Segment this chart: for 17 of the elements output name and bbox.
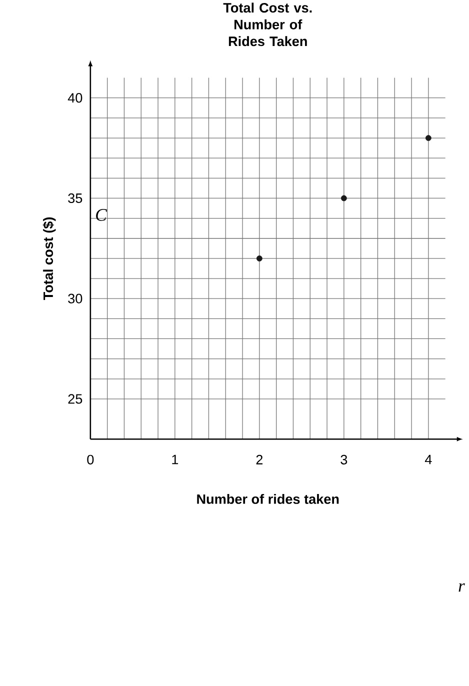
x-tick-label: 2 <box>256 454 262 464</box>
annotation: C <box>96 209 107 221</box>
x-axis-title: Number of rides taken <box>196 494 338 504</box>
x-tick-label: 1 <box>172 454 178 464</box>
point <box>256 255 262 262</box>
point <box>340 195 347 202</box>
y-tick-label: 35 <box>68 193 82 204</box>
point <box>425 135 432 141</box>
y-axis-title: Total cost ($) <box>42 217 56 300</box>
x-tick-label: 3 <box>340 454 347 464</box>
chart-title: Total Cost vs. Number of Rides Taken <box>223 2 312 46</box>
x-tick-label: 0 <box>86 454 94 464</box>
text: r <box>458 583 465 592</box>
y-tick-label: 30 <box>68 294 82 304</box>
y-tick-label: 25 <box>68 394 82 404</box>
y-tick-label: 40 <box>68 93 82 103</box>
x-tick-label: 4 <box>424 454 432 464</box>
